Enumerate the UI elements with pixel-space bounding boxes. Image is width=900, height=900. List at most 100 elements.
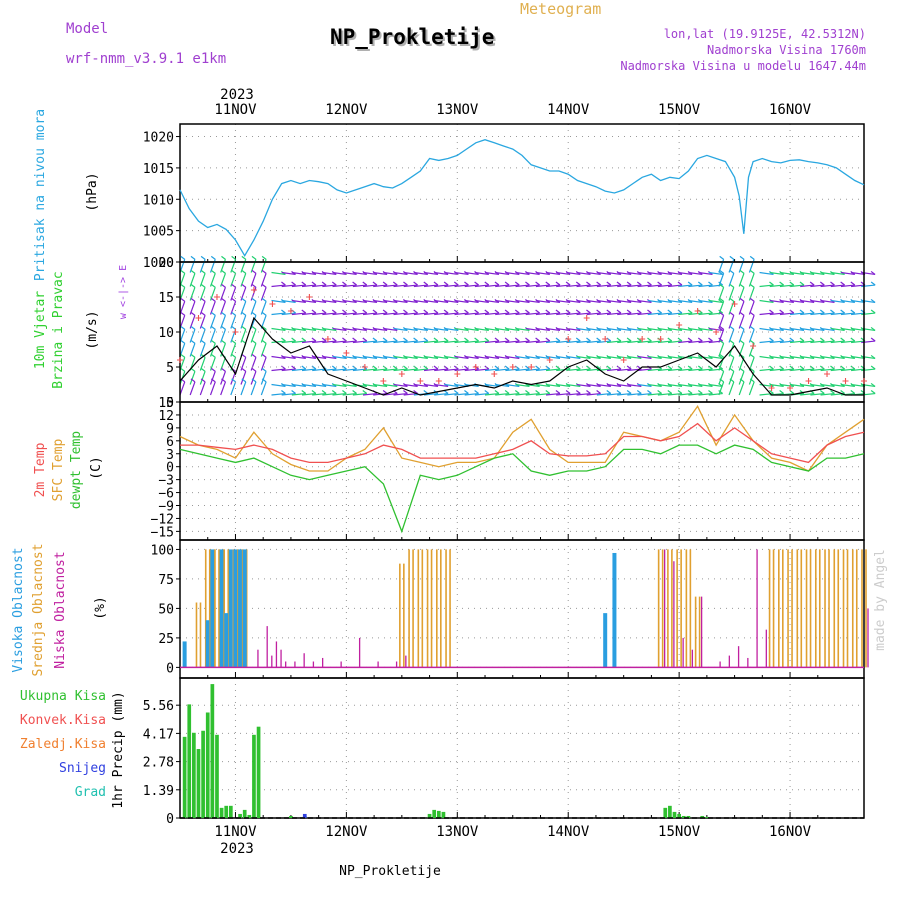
wind-arrow — [403, 355, 418, 360]
wind-arrow — [566, 271, 581, 276]
wind-arrow — [230, 343, 237, 357]
total-precip-bar — [252, 734, 256, 818]
gust-marker — [509, 364, 516, 370]
wind-arrow-head — [221, 311, 226, 316]
wind-arrow — [312, 299, 327, 304]
wind-arrow — [464, 392, 479, 396]
wind-arrow — [362, 355, 377, 360]
wind-arrow — [688, 355, 703, 360]
wind-arrow-head — [372, 281, 378, 286]
wind-arrow — [434, 392, 449, 396]
wind-arrow-head — [484, 365, 490, 370]
wind-arrow — [454, 340, 469, 344]
wind-arrow-head — [729, 297, 735, 302]
wind-arrow — [393, 392, 408, 396]
wind-arrow — [606, 271, 621, 276]
wind-arrow — [220, 301, 227, 315]
wind-arrow — [708, 392, 723, 396]
wind-arrow — [271, 368, 286, 372]
year-label-top: 2023 — [220, 87, 254, 103]
wind-arrow-head — [636, 281, 642, 286]
wind-arrow-head — [718, 337, 723, 342]
total-precip-bar — [427, 813, 432, 818]
wind-arrow — [291, 368, 306, 372]
wind-arrow — [352, 299, 367, 304]
wind-arrow — [779, 340, 794, 344]
wind-arrow-head — [474, 337, 479, 342]
wind-arrow-head — [819, 365, 825, 370]
bottom-day-label: 15NOV — [658, 824, 701, 840]
wind-arrow-head — [749, 269, 755, 274]
wind-arrow — [566, 383, 581, 388]
wind-arrow — [627, 327, 642, 332]
wind-arrow — [586, 299, 601, 304]
elevation-label: Nadmorska Visina 1760m — [707, 43, 866, 57]
wind-arrow — [830, 284, 845, 288]
wind-arrow — [444, 383, 459, 388]
gust-marker — [861, 378, 867, 384]
wind-arrow — [505, 271, 520, 276]
wind-arrow — [617, 271, 632, 276]
wind-arrow — [332, 299, 347, 304]
wind-arrow-head — [647, 337, 652, 342]
wind-arrow-head — [413, 390, 418, 395]
wind-arrow-head — [739, 378, 745, 383]
wind-arrow — [291, 355, 306, 360]
total-precip-bar — [436, 810, 441, 818]
wind-arrow — [362, 299, 377, 304]
wind-arrow-head — [739, 283, 745, 288]
top-day-labels: 11NOV 12NOV 13NOV 14NOV 15NOV 16NOV — [214, 102, 811, 118]
wind-arrow — [342, 327, 357, 332]
wind-arrow — [220, 357, 227, 371]
wind-arrow — [474, 355, 489, 360]
wind-arrow — [434, 327, 449, 332]
wind-arrow — [586, 355, 601, 360]
wind-arrow — [850, 327, 866, 332]
wind-arrow-head — [667, 281, 673, 286]
wind-arrow-head — [616, 365, 622, 370]
wind-arrow-head — [718, 365, 723, 370]
gust-marker — [731, 301, 738, 307]
wind-arrow — [515, 327, 530, 332]
gust-marker — [620, 357, 627, 363]
wind-arrow — [800, 368, 815, 372]
wind-arrow-head — [545, 337, 551, 342]
pressure-ylabel: Pritisak na nivou mora — [33, 109, 48, 281]
mid-cloud-bar — [778, 549, 784, 668]
wind-arrow — [434, 368, 449, 372]
wind-arrow-head — [433, 281, 439, 286]
wind-arrow-head — [362, 390, 368, 395]
wind-arrow-head — [840, 337, 846, 342]
wind-arrow — [342, 383, 357, 388]
gust-marker — [213, 294, 220, 300]
wind-arrow — [789, 299, 805, 304]
wind-arrow-head — [769, 390, 774, 395]
mid-cloud-bar — [842, 549, 849, 668]
wind-arrow — [444, 327, 459, 332]
wind-arrow-head — [190, 367, 196, 372]
wind-arrow-head — [382, 390, 388, 395]
wind-arrow-head — [301, 337, 307, 342]
wind-arrow-head — [596, 390, 601, 395]
wind-arrow-head — [484, 337, 490, 342]
wind-arrow — [647, 392, 662, 396]
wind-arrow-head — [372, 337, 378, 342]
wind-arrow — [545, 383, 560, 388]
wind-arrow-head — [840, 390, 846, 395]
wind-arrow-head — [677, 309, 683, 314]
wind-arrow-head — [453, 309, 459, 314]
wind-arrow-head — [870, 390, 876, 395]
wind-arrow — [332, 355, 347, 360]
wind-arrow — [617, 312, 632, 316]
wind-arrow — [535, 271, 550, 276]
mid-cloud-bar — [694, 596, 701, 668]
wind-arrow — [312, 284, 327, 288]
credit-label: made by Angel — [873, 549, 888, 651]
wind-arrow — [515, 284, 530, 288]
wind-arrow — [748, 357, 755, 371]
wind-arrow — [220, 371, 227, 385]
wind-arrow — [209, 287, 216, 301]
wind-arrow — [281, 392, 296, 396]
wind-arrow — [260, 273, 267, 287]
wind-arrow — [596, 312, 611, 316]
